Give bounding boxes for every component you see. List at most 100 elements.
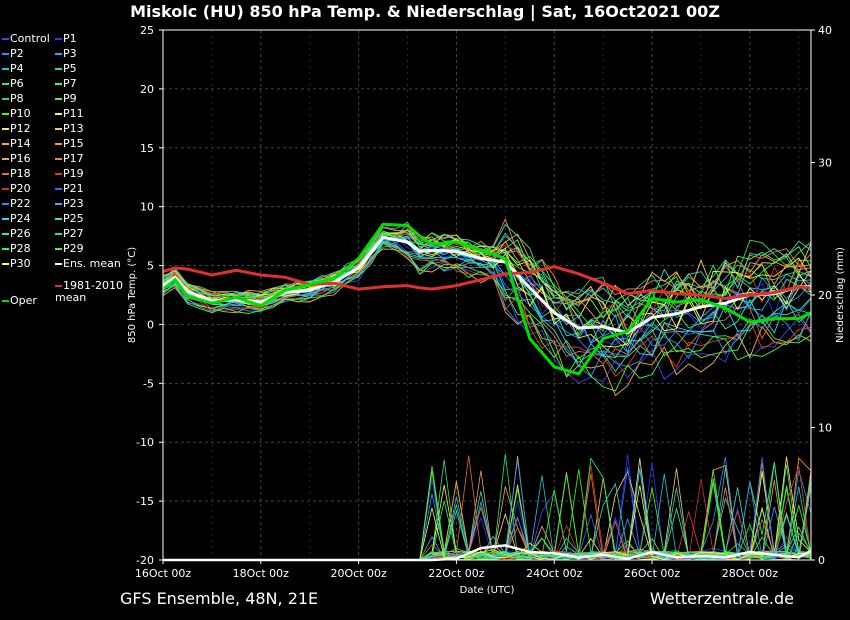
y-tick-label: -5 — [143, 377, 154, 390]
legend-item: P16 — [2, 153, 31, 165]
legend-swatch — [55, 143, 62, 145]
legend-swatch — [55, 83, 62, 85]
legend-swatch — [55, 173, 62, 175]
legend-label: P21 — [63, 182, 84, 195]
member-precip-line — [163, 462, 812, 561]
legend-item: P10 — [2, 108, 31, 120]
legend-item: P24 — [2, 213, 31, 225]
legend-label: P8 — [10, 92, 24, 105]
y-tick-label: 20 — [140, 83, 154, 96]
legend-item: P20 — [2, 183, 31, 195]
legend-swatch — [55, 203, 62, 205]
x-tick-label: 24Oct 00z — [526, 567, 583, 580]
legend-label: P16 — [10, 152, 31, 165]
legend-item: P29 — [55, 243, 84, 255]
legend-label: P17 — [63, 152, 84, 165]
legend-label: Oper — [10, 294, 37, 307]
legend-item: P22 — [2, 198, 31, 210]
legend-item: P6 — [2, 78, 24, 90]
legend-swatch — [2, 83, 9, 85]
legend-item: P7 — [55, 78, 77, 90]
legend-swatch — [2, 203, 9, 205]
legend-label: P4 — [10, 62, 24, 75]
legend-swatch — [55, 218, 62, 220]
y2-axis-label: Niederschlag (mm) — [835, 247, 846, 343]
y-tick-label: 15 — [140, 142, 154, 155]
legend-item: P18 — [2, 168, 31, 180]
legend-swatch — [2, 173, 9, 175]
legend-swatch — [2, 263, 9, 265]
x-tick-label: 16Oct 00z — [135, 567, 192, 580]
legend-item: P23 — [55, 198, 84, 210]
series-line-1981-2010-mean — [162, 265, 812, 301]
legend-swatch — [2, 188, 9, 190]
legend-swatch — [55, 53, 62, 55]
legend-item: P17 — [55, 153, 84, 165]
legend-label: P29 — [63, 242, 84, 255]
legend-item: P4 — [2, 63, 24, 75]
legend-swatch — [55, 113, 62, 115]
y-tick-label: 5 — [147, 260, 154, 273]
series-line-ens-mean — [162, 235, 811, 335]
legend-swatch — [55, 68, 62, 70]
member-temp-line — [162, 218, 812, 305]
legend-swatch — [55, 188, 62, 190]
member-temp-line — [162, 223, 812, 318]
x-tick-label: 20Oct 00z — [330, 567, 387, 580]
legend-item: 1981-2010 mean — [55, 280, 125, 304]
legend-label: P5 — [63, 62, 77, 75]
legend-item: P5 — [55, 63, 77, 75]
member-temp-line — [162, 244, 812, 378]
legend-item: Ens. mean — [55, 258, 121, 270]
model-info: GFS Ensemble, 48N, 21E — [120, 589, 319, 608]
legend-swatch — [2, 53, 9, 55]
legend-item: P15 — [55, 138, 84, 150]
legend-label: P13 — [63, 122, 84, 135]
legend-label: P15 — [63, 137, 84, 150]
member-temp-line — [162, 242, 812, 392]
legend-label: Control — [10, 32, 50, 45]
legend-item: P25 — [55, 213, 84, 225]
y2-tick-label: 0 — [818, 554, 825, 567]
legend-item: Control — [2, 33, 50, 45]
legend-item: P21 — [55, 183, 84, 195]
legend-item: P9 — [55, 93, 77, 105]
legend-swatch — [2, 98, 9, 100]
legend-swatch — [2, 128, 9, 130]
legend-swatch — [2, 300, 9, 302]
x-tick-label: 26Oct 00z — [624, 567, 681, 580]
legend-swatch — [2, 158, 9, 160]
legend-swatch — [55, 128, 62, 130]
legend-item: P8 — [2, 93, 24, 105]
member-temp-line — [162, 241, 812, 368]
legend-swatch — [55, 248, 62, 250]
legend-label: P24 — [10, 212, 31, 225]
x-axis-label: Date (UTC) — [460, 585, 515, 596]
legend-label: 1981-2010 mean — [55, 279, 123, 304]
legend-item: P11 — [55, 108, 84, 120]
x-tick-label: 28Oct 00z — [722, 567, 779, 580]
legend-item: P27 — [55, 228, 84, 240]
legend-label: P10 — [10, 107, 31, 120]
legend-item: P1 — [55, 33, 77, 45]
y-tick-label: 10 — [140, 201, 154, 214]
legend-label: P22 — [10, 197, 31, 210]
legend-item: P12 — [2, 123, 31, 135]
y-axis-label: 850 hPa Temp. (°C) — [127, 247, 138, 343]
legend-label: P9 — [63, 92, 77, 105]
legend-item: P19 — [55, 168, 84, 180]
legend-swatch — [2, 113, 9, 115]
legend-label: P26 — [10, 227, 31, 240]
source-credit: Wetterzentrale.de — [649, 589, 794, 608]
member-temp-line — [162, 232, 812, 328]
legend-item: P2 — [2, 48, 24, 60]
legend-label: P6 — [10, 77, 24, 90]
axes: -20 -15 -10 -5 0 5 10 15 20 25 0 10 20 30 40 16Oct 00z 1… — [127, 24, 846, 596]
legend-item: P14 — [2, 138, 31, 150]
legend-label: P25 — [63, 212, 84, 225]
member-precip-line — [163, 462, 812, 562]
legend-swatch — [55, 38, 62, 40]
legend-swatch — [2, 248, 9, 250]
legend-label: P27 — [63, 227, 84, 240]
